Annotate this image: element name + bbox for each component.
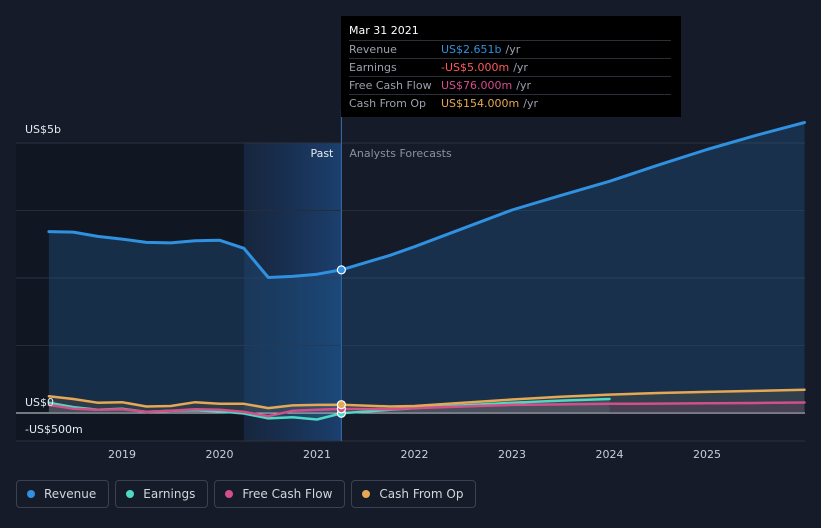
legend-label: Earnings [143,487,196,501]
tooltip-row-revenue: Revenue US$2.651b /yr [349,40,671,58]
tooltip-label: Cash From Op [349,97,427,110]
tooltip-row-cash-from-op: Cash From Op US$154.000m /yr [349,94,671,112]
x-tick-label: 2025 [693,448,721,461]
y-tick-label: US$0 [25,396,54,409]
past-region [16,143,244,441]
x-tick-label: 2021 [303,448,331,461]
x-tick-label: 2022 [401,448,429,461]
tooltip-value: US$76.000m [441,79,513,92]
marker-revenue [336,265,346,275]
tooltip-unit: /yr [513,61,528,74]
line-revenue [47,121,806,279]
tooltip-unit: /yr [516,79,531,92]
chart-legend: Revenue Earnings Free Cash Flow Cash Fro… [16,480,482,510]
line-free-cash-flow [47,401,806,418]
tooltip-value: -US$5.000m [441,61,510,74]
x-tick-label: 2024 [596,448,624,461]
legend-dot-icon [362,490,371,498]
legend-item-free-cash-flow[interactable]: Free Cash Flow [214,480,346,508]
legend-label: Cash From Op [379,487,464,501]
area-revenue [48,122,805,413]
tooltip-date: Mar 31 2021 [349,24,419,37]
tooltip-value: US$2.651b [441,43,502,56]
tooltip-row-earnings: Earnings -US$5.000m /yr [349,58,671,76]
tooltip-unit: /yr [523,97,538,110]
y-tick-label: -US$500m [25,423,83,436]
y-tick-label: US$5b [25,123,61,136]
tooltip-unit: /yr [505,43,521,56]
past-highlight-band [243,143,342,441]
data-tooltip: Mar 31 2021 Revenue US$2.651b /yr Earnin… [341,16,681,117]
x-tick-label: 2019 [108,448,136,461]
line-cash-from-op [47,388,806,410]
tooltip-label: Free Cash Flow [349,79,432,92]
legend-item-earnings[interactable]: Earnings [115,480,209,508]
tooltip-label: Revenue [349,43,397,56]
tooltip-row-free-cash-flow: Free Cash Flow US$76.000m /yr [349,76,671,94]
legend-item-cash-from-op[interactable]: Cash From Op [351,480,477,508]
legend-label: Revenue [44,487,97,501]
legend-dot-icon [27,490,35,498]
forecast-label: Analysts Forecasts [349,147,452,160]
legend-dot-icon [126,490,135,498]
marker-cash-from-op [336,400,346,410]
x-tick-label: 2023 [498,448,526,461]
past-label: Past [310,147,334,160]
legend-item-revenue[interactable]: Revenue [16,480,110,508]
x-tick-label: 2020 [206,448,234,461]
legend-dot-icon [225,490,234,498]
tooltip-value: US$154.000m [441,97,520,110]
legend-label: Free Cash Flow [242,487,333,501]
tooltip-label: Earnings [349,61,397,74]
